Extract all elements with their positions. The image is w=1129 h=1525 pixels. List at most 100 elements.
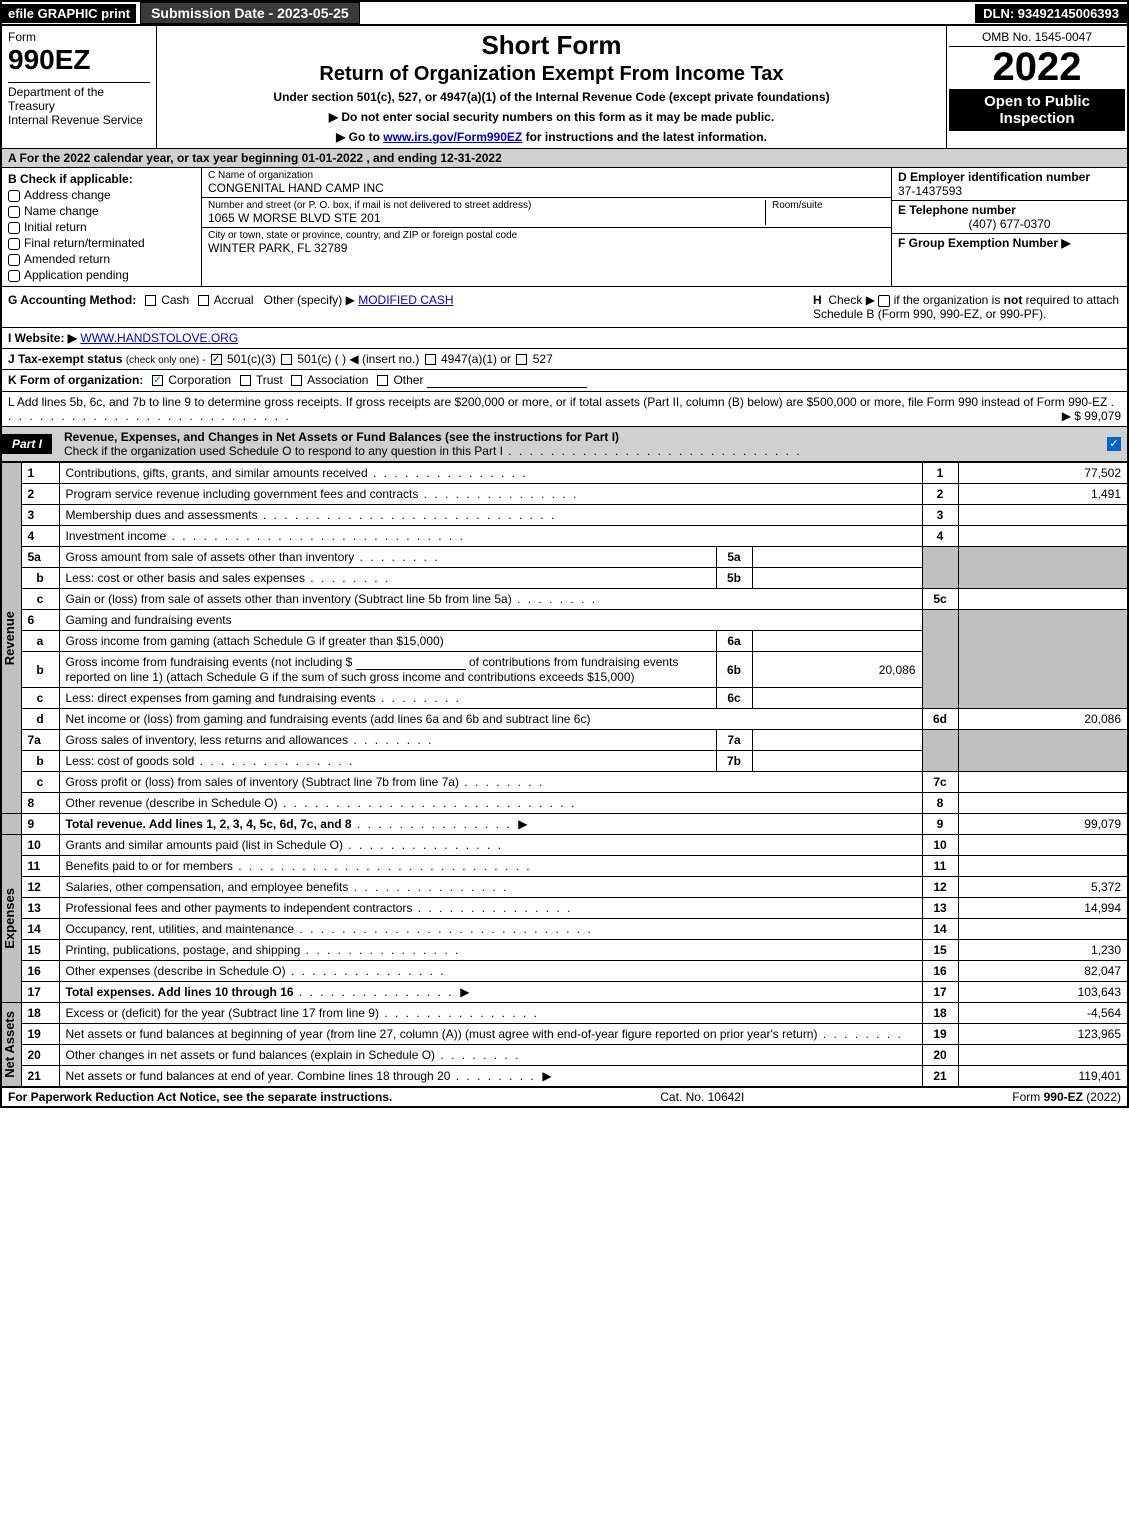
lbl-other: Other (specify) ▶ bbox=[264, 293, 355, 307]
line-19-val: 123,965 bbox=[958, 1024, 1128, 1045]
dln: DLN: 93492145006393 bbox=[975, 4, 1127, 23]
line-6-desc: Gaming and fundraising events bbox=[59, 610, 922, 631]
line-8-num: 8 bbox=[21, 793, 59, 814]
line-4-val bbox=[958, 526, 1128, 547]
line-5c-desc: Gain or (loss) from sale of assets other… bbox=[66, 592, 512, 606]
chk-accrual[interactable] bbox=[198, 295, 209, 306]
line-9-box: 9 bbox=[922, 814, 958, 835]
form-label: Form bbox=[8, 30, 150, 44]
chk-501c[interactable] bbox=[281, 354, 292, 365]
chk-final-return[interactable] bbox=[8, 238, 20, 250]
line-5a-desc: Gross amount from sale of assets other t… bbox=[66, 550, 355, 564]
f-group-label: F Group Exemption Number ▶ bbox=[898, 236, 1121, 250]
l-text: L Add lines 5b, 6c, and 7b to line 9 to … bbox=[8, 395, 1107, 409]
header-right: OMB No. 1545-0047 2022 Open to Public In… bbox=[947, 26, 1127, 148]
chk-assoc[interactable] bbox=[291, 375, 302, 386]
line-16-val: 82,047 bbox=[958, 961, 1128, 982]
line-9-num: 9 bbox=[21, 814, 59, 835]
line-9-val: 99,079 bbox=[958, 814, 1128, 835]
line-10-num: 10 bbox=[21, 835, 59, 856]
line-6b-desc1: Gross income from fundraising events (no… bbox=[66, 655, 353, 669]
line-9-desc: Total revenue. Add lines 1, 2, 3, 4, 5c,… bbox=[66, 817, 352, 831]
line-6b-num: b bbox=[21, 652, 59, 688]
line-6b-ibox: 6b bbox=[716, 652, 752, 688]
chk-corp[interactable] bbox=[152, 375, 163, 386]
lbl-name-change: Name change bbox=[24, 204, 99, 218]
chk-initial-return[interactable] bbox=[8, 222, 20, 234]
line-6a-ibox: 6a bbox=[716, 631, 752, 652]
line-21-num: 21 bbox=[21, 1066, 59, 1087]
line-18-desc: Excess or (deficit) for the year (Subtra… bbox=[66, 1006, 379, 1020]
line-21-box: 21 bbox=[922, 1066, 958, 1087]
chk-4947[interactable] bbox=[425, 354, 436, 365]
part-1-title-bold: Revenue, Expenses, and Changes in Net As… bbox=[64, 430, 619, 444]
line-6-num: 6 bbox=[21, 610, 59, 631]
lbl-trust: Trust bbox=[256, 373, 283, 387]
chk-cash[interactable] bbox=[145, 295, 156, 306]
lbl-address-change: Address change bbox=[24, 188, 111, 202]
line-5c-val bbox=[958, 589, 1128, 610]
lbl-assoc: Association bbox=[307, 373, 368, 387]
line-7c-val bbox=[958, 772, 1128, 793]
line-7a-ival bbox=[752, 730, 922, 751]
section-b-title: B Check if applicable: bbox=[8, 172, 133, 186]
line-5b-desc: Less: cost or other basis and sales expe… bbox=[66, 571, 305, 585]
chk-pending[interactable] bbox=[8, 270, 20, 282]
chk-501c3[interactable] bbox=[211, 354, 222, 365]
section-c: C Name of organization CONGENITAL HAND C… bbox=[202, 168, 892, 286]
lbl-4947: 4947(a)(1) or bbox=[441, 352, 511, 366]
section-j: J Tax-exempt status (check only one) - 5… bbox=[0, 348, 1129, 369]
title-return: Return of Organization Exempt From Incom… bbox=[167, 63, 936, 86]
chk-address-change[interactable] bbox=[8, 190, 20, 202]
line-7c-num: c bbox=[21, 772, 59, 793]
chk-527[interactable] bbox=[516, 354, 527, 365]
section-a: A For the 2022 calendar year, or tax yea… bbox=[0, 149, 1129, 168]
line-6d-desc: Net income or (loss) from gaming and fun… bbox=[59, 709, 922, 730]
instr-link-pre: ▶ Go to bbox=[336, 130, 383, 144]
line-18-box: 18 bbox=[922, 1003, 958, 1024]
chk-trust[interactable] bbox=[240, 375, 251, 386]
chk-other-org[interactable] bbox=[377, 375, 388, 386]
section-a-text: A For the 2022 calendar year, or tax yea… bbox=[8, 151, 502, 165]
part-1-table: Revenue 1 Contributions, gifts, grants, … bbox=[0, 462, 1129, 1087]
line-6c-ibox: 6c bbox=[716, 688, 752, 709]
i-website[interactable]: WWW.HANDSTOLOVE.ORG bbox=[80, 331, 238, 345]
line-6d-val: 20,086 bbox=[958, 709, 1128, 730]
g-other-value[interactable]: MODIFIED CASH bbox=[358, 293, 453, 307]
line-2-desc: Program service revenue including govern… bbox=[66, 487, 419, 501]
section-def: D Employer identification number 37-1437… bbox=[892, 168, 1127, 286]
part-1-checkbox[interactable]: ✓ bbox=[1107, 437, 1121, 451]
header-left: Form 990EZ Department of the Treasury In… bbox=[2, 26, 157, 148]
line-5a-ibox: 5a bbox=[716, 547, 752, 568]
e-tel: (407) 677-0370 bbox=[898, 217, 1121, 231]
page-footer: For Paperwork Reduction Act Notice, see … bbox=[0, 1087, 1129, 1108]
l-value: ▶ $ 99,079 bbox=[1062, 409, 1121, 423]
chk-name-change[interactable] bbox=[8, 206, 20, 218]
k-label: K Form of organization: bbox=[8, 373, 143, 387]
line-1-num: 1 bbox=[21, 463, 59, 484]
irs-link[interactable]: www.irs.gov/Form990EZ bbox=[383, 130, 522, 144]
line-14-box: 14 bbox=[922, 919, 958, 940]
lbl-initial-return: Initial return bbox=[24, 220, 87, 234]
line-7b-num: b bbox=[21, 751, 59, 772]
g-label: G Accounting Method: bbox=[8, 293, 136, 307]
c-street: 1065 W MORSE BLVD STE 201 bbox=[208, 211, 765, 225]
line-10-desc: Grants and similar amounts paid (list in… bbox=[66, 838, 343, 852]
section-h: H Check ▶ if the organization is not req… bbox=[807, 287, 1127, 327]
j-note: (check only one) - bbox=[126, 355, 205, 366]
line-3-desc: Membership dues and assessments bbox=[66, 508, 258, 522]
chk-amended[interactable] bbox=[8, 254, 20, 266]
rot-net-assets: Net Assets bbox=[2, 1011, 17, 1078]
title-short-form: Short Form bbox=[167, 30, 936, 61]
d-ein: 37-1437593 bbox=[898, 184, 1121, 198]
line-12-box: 12 bbox=[922, 877, 958, 898]
line-18-val: -4,564 bbox=[958, 1003, 1128, 1024]
line-11-num: 11 bbox=[21, 856, 59, 877]
line-17-num: 17 bbox=[21, 982, 59, 1003]
line-13-val: 14,994 bbox=[958, 898, 1128, 919]
chk-h[interactable] bbox=[878, 295, 890, 307]
line-5b-num: b bbox=[21, 568, 59, 589]
d-ein-label: D Employer identification number bbox=[898, 170, 1121, 184]
rot-expenses: Expenses bbox=[2, 888, 17, 949]
line-12-num: 12 bbox=[21, 877, 59, 898]
